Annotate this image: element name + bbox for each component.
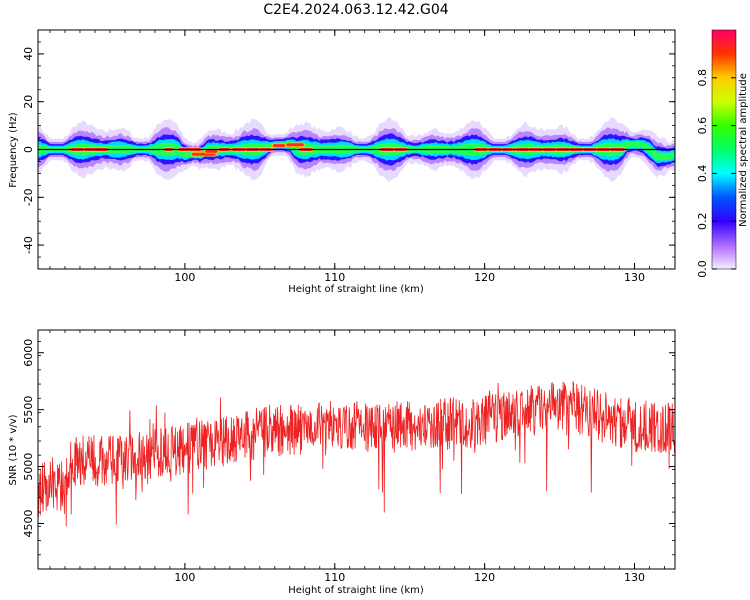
colorbar-tick-label: 0.6 (696, 117, 709, 135)
spectrogram-peak-segment (205, 149, 218, 153)
spectrogram-x-tick-label: 120 (474, 271, 495, 284)
spectrogram-peak-segment (272, 144, 286, 148)
colorbar: 0.0 0.2 0.4 0.6 0.8 Normalized spectral ampl… (696, 29, 749, 278)
snr-y-tick-label: 5000 (22, 453, 35, 481)
spectrogram-y-tick-label: 20 (22, 95, 35, 109)
snr-x-axis-label: Height of straight line (km) (288, 585, 424, 596)
spectrogram-x-axis-label: Height of straight line (km) (288, 284, 424, 295)
spectrogram-x-tick-label: 130 (624, 271, 645, 284)
snr-y-tick-label: 6000 (22, 339, 35, 367)
colorbar-tick-label: 0.4 (696, 165, 709, 183)
spectrogram-plot-area (38, 116, 675, 183)
snr-x-tick-label: 110 (324, 571, 345, 584)
spectrogram-x-tick-label: 100 (174, 271, 195, 284)
colorbar-tick-label: 0.8 (696, 69, 709, 87)
snr-x-tick-label: 120 (474, 571, 495, 584)
snr-y-tick-label: 5500 (22, 396, 35, 424)
spectrogram-x-tick-label: 110 (324, 271, 345, 284)
spectrogram-ticks: 100 110 120 130 -40 -20 0 20 40 (22, 29, 675, 284)
snr-series-line (38, 380, 675, 527)
spectrogram-peak-segment (286, 143, 304, 147)
snr-x-tick-label: 130 (624, 571, 645, 584)
colorbar-ticks: 0.0 0.2 0.4 0.6 0.8 (696, 69, 736, 278)
colorbar-tick-label: 0.2 (696, 212, 709, 230)
figure-title: C2E4.2024.063.12.42.G04 (263, 2, 448, 18)
colorbar-gradient (711, 29, 737, 270)
spectrogram-y-tick-label: 40 (22, 47, 35, 61)
spectrogram-panel: 100 110 120 130 -40 -20 0 20 40 Height of straig… (8, 29, 676, 295)
spectrogram-y-tick-label: -20 (22, 188, 35, 206)
spectrogram-y-axis-label: Frequency (Hz) (8, 112, 19, 188)
snr-y-tick-label: 4500 (22, 509, 35, 537)
snr-plot-area (38, 380, 675, 527)
snr-x-tick-label: 100 (174, 571, 195, 584)
colorbar-tick-label: 0.0 (696, 260, 709, 278)
spectrogram-y-tick-label: 0 (22, 146, 35, 153)
snr-panel: 100 110 120 130 4500 5000 5500 6000 Height of s… (8, 329, 676, 596)
snr-ticks: 100 110 120 130 4500 5000 5500 6000 (22, 330, 675, 584)
snr-y-axis-label: SNR (10 * v/v) (8, 414, 19, 485)
spectrogram-y-tick-label: -40 (22, 236, 35, 254)
snr-axes-frame (37, 329, 676, 570)
colorbar-label: Normalized spectral amplitude (738, 73, 749, 227)
